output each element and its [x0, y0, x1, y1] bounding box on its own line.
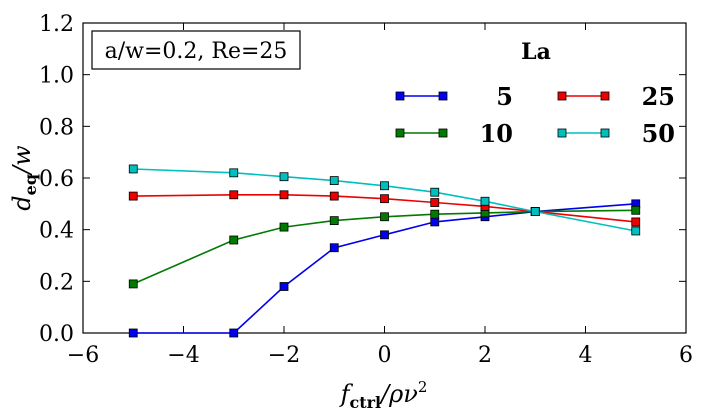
x-axis-label: fctrl/ρν2 [339, 378, 428, 412]
data-point [279, 172, 289, 182]
ylabel-sub: eq [21, 174, 40, 195]
x-tick-label: −2 [268, 343, 300, 368]
legend-marker [438, 91, 448, 101]
data-point [380, 181, 389, 191]
data-point [430, 187, 440, 197]
data-point [380, 194, 389, 204]
data-point [279, 190, 289, 200]
data-point [128, 191, 138, 201]
annotation-frame [91, 30, 301, 70]
legend: La 5 10 25 50 [395, 39, 675, 148]
x-tick-label: 6 [679, 343, 693, 368]
y-tick-label: 0.8 [39, 115, 74, 140]
legend-title: La [521, 39, 551, 65]
data-point [229, 168, 239, 178]
data-point [380, 230, 389, 240]
x-tick-label: 0 [378, 343, 392, 368]
y-tick-label: 1.2 [39, 12, 74, 37]
data-point [631, 205, 641, 215]
data-point [631, 217, 641, 227]
annotation-text: a/w=0.2, Re=25 [105, 39, 288, 64]
legend-item-5: 5 [395, 82, 513, 111]
legend-marker [600, 128, 610, 138]
legend-label: 10 [480, 119, 513, 148]
annotation-box: a/w=0.2, Re=25 [91, 30, 301, 70]
xlabel-sup: 2 [418, 378, 428, 396]
legend-marker [557, 128, 567, 138]
data-point [128, 279, 138, 289]
x-tick-label: −4 [167, 343, 199, 368]
data-point [229, 235, 239, 245]
legend-marker [395, 91, 405, 101]
data-point [229, 190, 239, 200]
data-point [430, 198, 440, 207]
legend-marker [600, 91, 610, 101]
data-point [279, 222, 289, 232]
xlabel-mid: /ρν [379, 380, 418, 408]
ylabel-d: d [8, 195, 36, 210]
x-tick-label: 2 [478, 343, 492, 368]
legend-marker [557, 91, 567, 101]
legend-label: 50 [642, 119, 675, 148]
y-tick-label: 0.0 [39, 322, 74, 347]
data-point [430, 209, 440, 219]
data-point [380, 212, 389, 222]
ylabel-rest: /w [8, 145, 36, 176]
legend-marker [395, 128, 405, 138]
legend-label: 5 [496, 82, 513, 111]
y-axis-label: deq/w [8, 145, 40, 211]
data-point [329, 243, 339, 253]
legend-marker [438, 128, 448, 138]
data-point [329, 216, 339, 226]
y-tick-label: 0.2 [39, 270, 74, 295]
ticks: −6 −4 −2 0 2 4 6 0.0 0.2 0.4 0.6 0.8 1.0 1.2 [39, 12, 693, 368]
data-point [631, 226, 641, 236]
data-point [128, 164, 138, 174]
legend-item-25: 25 [557, 82, 675, 111]
legend-item-50: 50 [557, 119, 675, 148]
data-point [480, 196, 490, 206]
x-tick-label: 4 [579, 343, 593, 368]
y-tick-label: 0.4 [39, 219, 74, 244]
data-point [279, 282, 289, 291]
y-tick-label: 1.0 [39, 64, 74, 89]
x-tick-label: −6 [67, 343, 99, 368]
data-point [128, 328, 138, 338]
series-50 [128, 164, 641, 236]
y-tick-label: 0.6 [39, 167, 74, 192]
legend-item-10: 10 [395, 119, 513, 148]
data-point [229, 328, 239, 338]
legend-label: 25 [642, 82, 675, 111]
data-point [430, 217, 440, 227]
data-point [329, 176, 339, 185]
data-point [530, 207, 540, 216]
data-point [329, 191, 339, 201]
series-group [128, 164, 641, 338]
xlabel-sub: ctrl [349, 393, 381, 412]
